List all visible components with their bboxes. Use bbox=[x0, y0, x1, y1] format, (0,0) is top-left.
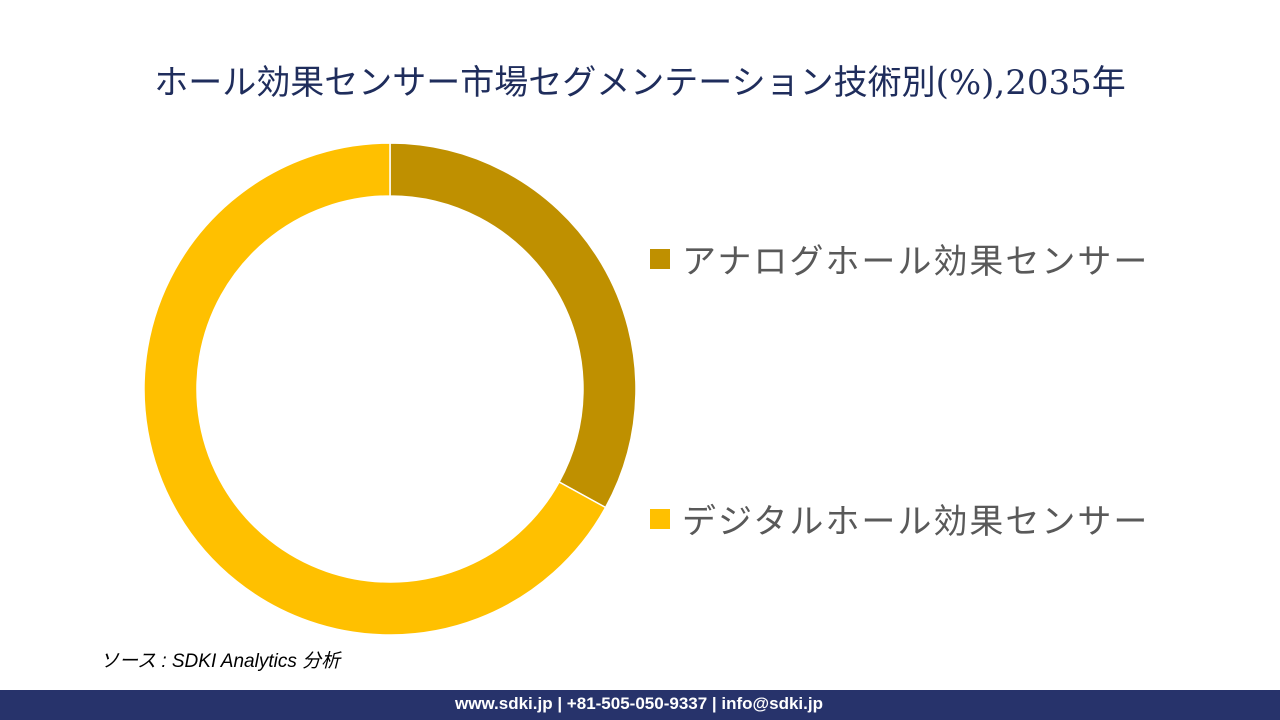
legend-label-analog: アナログホール効果センサー bbox=[682, 242, 1150, 282]
legend-item-analog: アナログホール効果センサー bbox=[650, 234, 1149, 283]
legend-swatch-analog bbox=[650, 248, 670, 269]
donut-slice-0 bbox=[389, 142, 637, 509]
source-note: ソース : SDKI Analytics 分析 bbox=[100, 651, 341, 672]
donut-chart bbox=[143, 142, 637, 636]
footer-bar: www.sdki.jp | +81-505-050-9337 | info@sd… bbox=[0, 690, 1280, 720]
donut-slices bbox=[143, 142, 637, 636]
footer-contact: www.sdki.jp | +81-505-050-9337 | info@sd… bbox=[455, 694, 823, 713]
legend-swatch-digital bbox=[650, 508, 670, 529]
chart-title: ホール効果センサー市場セグメンテーション技術別(%),2035年 bbox=[154, 63, 1126, 103]
legend-item-digital: デジタルホール効果センサー bbox=[650, 494, 1149, 543]
legend-label-digital: デジタルホール効果センサー bbox=[682, 502, 1150, 542]
donut-slice-1 bbox=[143, 142, 607, 636]
